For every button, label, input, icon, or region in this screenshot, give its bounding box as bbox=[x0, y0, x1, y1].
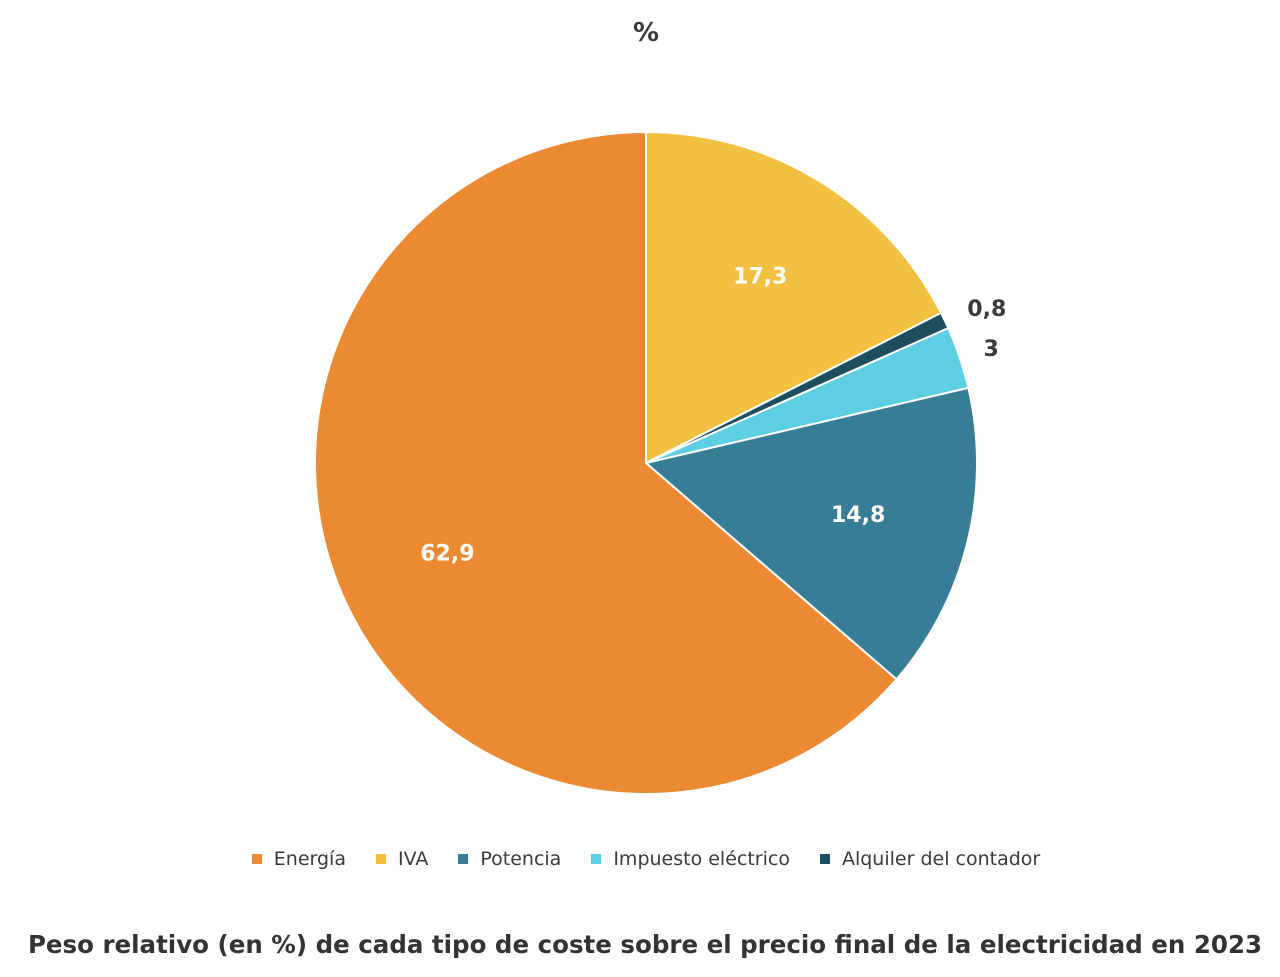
pie-slice-energia bbox=[314, 131, 898, 795]
legend-label-energia: Energía bbox=[273, 848, 346, 870]
legend-item-iva: IVA bbox=[375, 848, 429, 870]
legend-label-iva: IVA bbox=[397, 848, 429, 870]
legend-item-impuesto: Impuesto eléctrico bbox=[591, 848, 790, 870]
chart-caption: Peso relativo (en %) de cada tipo de cos… bbox=[27, 930, 1263, 959]
data-label-alquiler: 0,8 bbox=[967, 297, 1006, 322]
legend-swatch-energia bbox=[251, 854, 262, 864]
legend-item-energia: Energía bbox=[251, 848, 346, 870]
data-label-iva: 17,3 bbox=[733, 264, 787, 289]
legend-label-potencia: Potencia bbox=[480, 848, 562, 870]
legend-label-impuesto: Impuesto eléctrico bbox=[613, 848, 790, 870]
legend-label-alquiler: Alquiler del contador bbox=[841, 848, 1041, 870]
legend-swatch-iva bbox=[375, 854, 386, 864]
chart-legend: Energía IVA Potencia Impuesto eléctrico Alqu… bbox=[0, 848, 1280, 870]
data-label-impuesto: 3 bbox=[983, 337, 998, 362]
legend-swatch-impuesto bbox=[591, 854, 602, 864]
legend-item-alquiler: Alquiler del contador bbox=[819, 848, 1041, 870]
pie-slice-potencia bbox=[645, 386, 978, 681]
pie-slice-iva bbox=[645, 131, 943, 464]
legend-swatch-potencia bbox=[458, 854, 469, 864]
legend-item-potencia: Potencia bbox=[458, 848, 561, 870]
chart-unit-label: % bbox=[632, 18, 660, 48]
data-label-potencia: 14,8 bbox=[831, 503, 885, 528]
data-label-energia: 62,9 bbox=[420, 541, 474, 566]
legend-swatch-alquiler bbox=[819, 854, 830, 864]
